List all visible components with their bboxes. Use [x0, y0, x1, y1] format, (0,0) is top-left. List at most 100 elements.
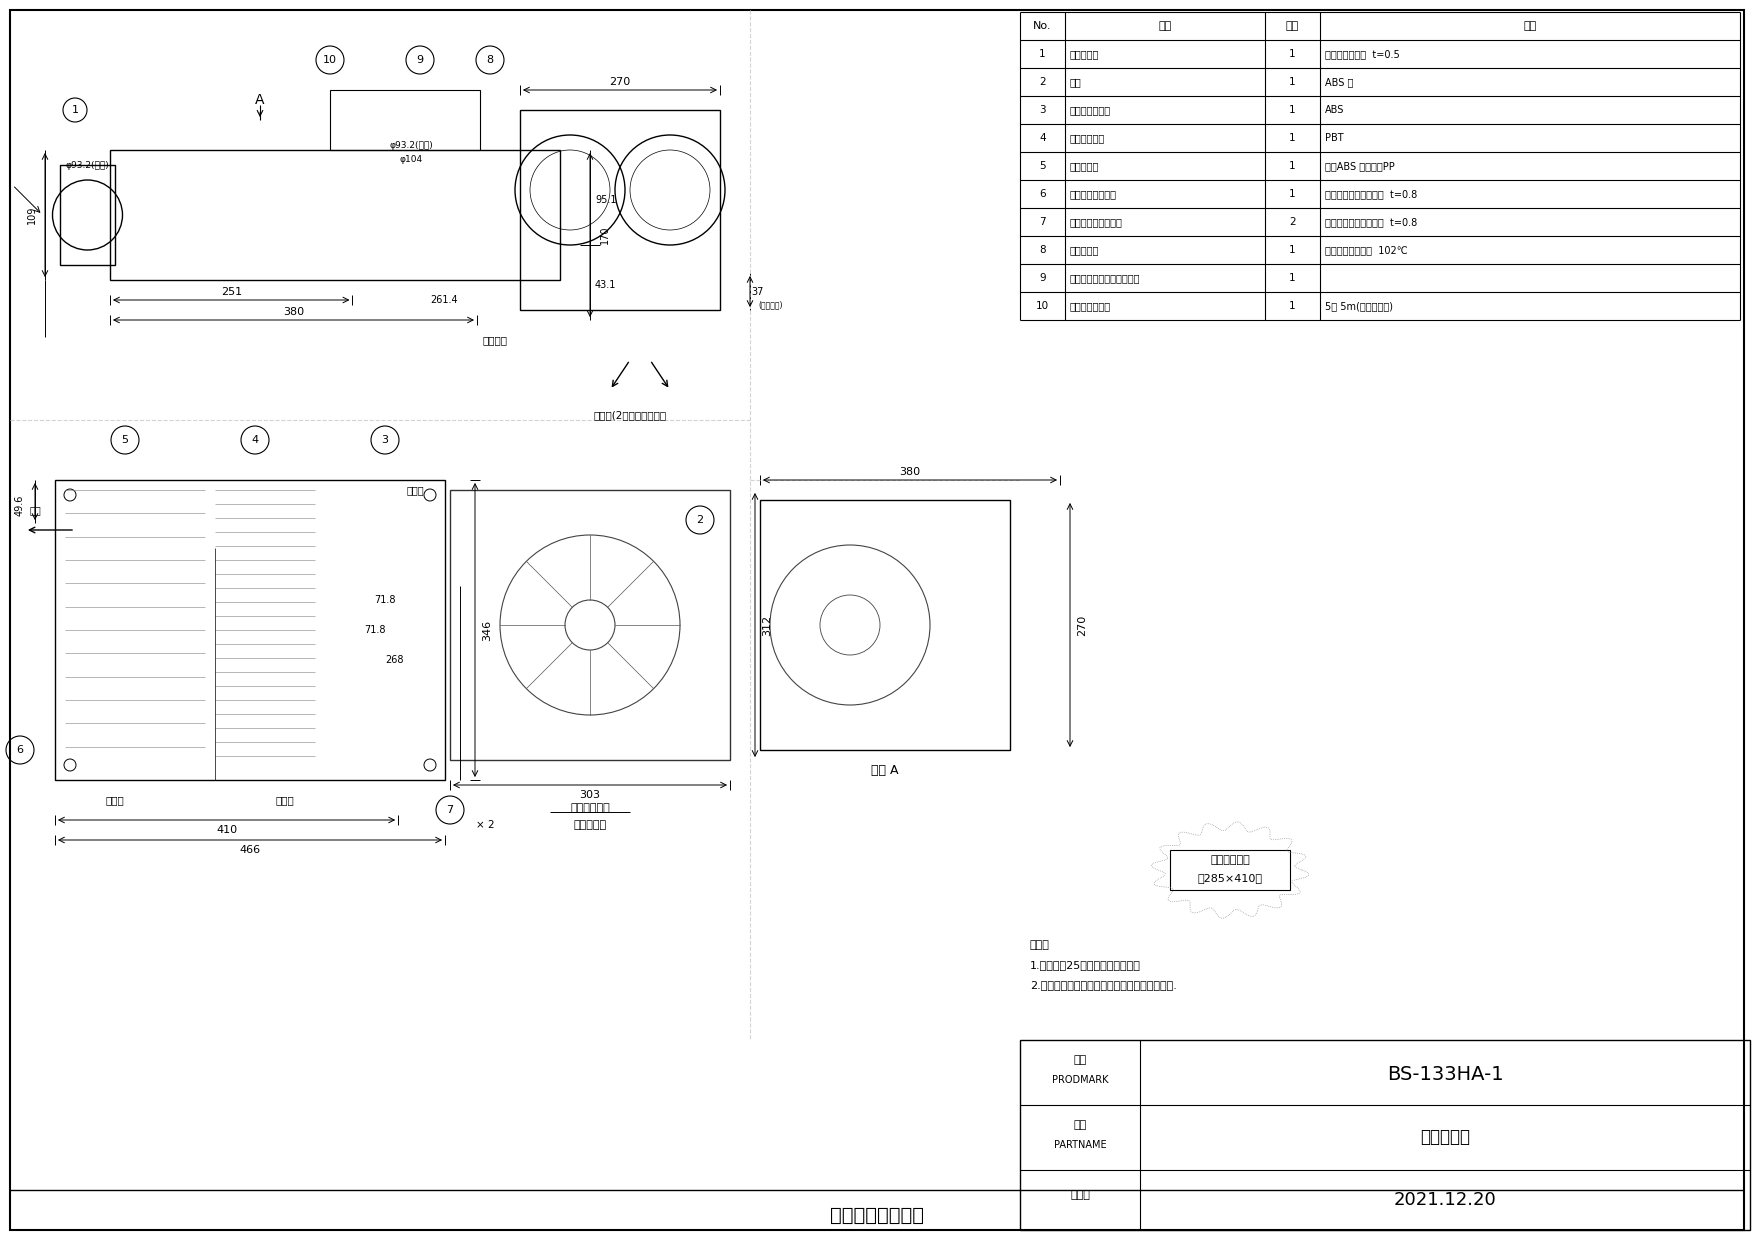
Text: 346: 346	[482, 620, 493, 641]
Text: リモコンコード: リモコンコード	[1070, 301, 1110, 311]
Text: 8: 8	[1038, 246, 1045, 255]
Text: 不燃カバー: 不燃カバー	[1070, 50, 1100, 60]
Text: 4: 4	[1038, 133, 1045, 143]
Text: 380: 380	[900, 467, 921, 477]
Text: 251: 251	[221, 286, 242, 298]
Text: 亜邉メッキ銃板  t=0.5: 亜邉メッキ銃板 t=0.5	[1324, 50, 1400, 60]
Text: 名称: 名称	[1073, 1120, 1087, 1130]
Text: 261.4: 261.4	[430, 295, 458, 305]
Text: 耐食性亜邉メッキ銃板  t=0.8: 耐食性亜邉メッキ銃板 t=0.8	[1324, 217, 1417, 227]
Bar	[519, 110, 719, 310]
Text: 95.1: 95.1	[595, 195, 616, 205]
Text: 6: 6	[16, 745, 23, 755]
Text: 43.1: 43.1	[595, 280, 616, 290]
Bar	[451, 490, 730, 760]
Text: 2021.12.20: 2021.12.20	[1394, 1190, 1496, 1209]
Text: 170: 170	[600, 226, 610, 244]
Text: A: A	[256, 93, 265, 107]
Text: 410: 410	[216, 825, 237, 835]
Text: 副吸込: 副吸込	[407, 485, 424, 495]
Text: 10: 10	[1037, 301, 1049, 311]
Text: 303: 303	[579, 790, 600, 800]
Text: 2: 2	[1289, 217, 1296, 227]
Text: 副吸込口: 副吸込口	[482, 335, 507, 345]
Bar	[759, 500, 1010, 750]
Text: φ93.2(先端): φ93.2(先端)	[389, 140, 433, 150]
Text: 材質: 材質	[1524, 21, 1537, 31]
Text: 4: 4	[251, 435, 258, 445]
Text: 312: 312	[761, 615, 772, 636]
Text: 1: 1	[72, 105, 79, 115]
Text: 71.8: 71.8	[374, 595, 396, 605]
Text: 循環風(2方向選択可能）: 循環風(2方向選択可能）	[593, 410, 667, 420]
Text: PBT: PBT	[1324, 133, 1344, 143]
Text: 3: 3	[1038, 105, 1045, 115]
Text: 注記）: 注記）	[1030, 940, 1051, 950]
Text: 49.6: 49.6	[16, 495, 25, 516]
Text: 268: 268	[386, 655, 403, 665]
Text: トイレスイッチ入力端子台: トイレスイッチ入力端子台	[1070, 273, 1140, 283]
Bar	[1021, 1040, 1750, 1230]
Text: No.: No.	[1033, 21, 1052, 31]
Bar	[111, 150, 560, 280]
Text: 1: 1	[1289, 188, 1296, 198]
Bar	[1170, 849, 1289, 890]
Text: 466: 466	[240, 844, 261, 856]
Text: マックス株式会社: マックス株式会社	[830, 1205, 924, 1225]
Text: フィルター: フィルター	[1070, 161, 1100, 171]
Text: 71.8: 71.8	[365, 625, 386, 635]
Text: 5: 5	[121, 435, 128, 445]
Text: (パネル厚): (パネル厚)	[758, 300, 782, 310]
Text: 排気ダクト接続口: 排気ダクト接続口	[1070, 188, 1117, 198]
Text: 作成日: 作成日	[1070, 1190, 1089, 1200]
Text: 2: 2	[696, 515, 703, 525]
Text: 1: 1	[1289, 105, 1296, 115]
Text: 1.天井板厔25以下（補強材含む）: 1.天井板厔25以下（補強材含む）	[1030, 960, 1140, 970]
Text: 排気: 排気	[30, 505, 40, 515]
Text: 1: 1	[1289, 133, 1296, 143]
Text: 2.図中の単位無き寸法はミリメートルとします.: 2.図中の単位無き寸法はミリメートルとします.	[1030, 980, 1177, 990]
Text: 7: 7	[447, 805, 454, 815]
Text: 6: 6	[1038, 188, 1045, 198]
Text: 8: 8	[486, 55, 493, 64]
Text: 9: 9	[416, 55, 423, 64]
Bar	[54, 480, 446, 780]
Text: 5: 5	[1038, 161, 1045, 171]
Text: PRODMARK: PRODMARK	[1052, 1075, 1109, 1085]
Text: 270: 270	[1077, 614, 1087, 636]
Text: 1: 1	[1289, 246, 1296, 255]
Text: 2: 2	[1038, 77, 1045, 87]
Text: ABS: ABS	[1324, 105, 1344, 115]
Text: 9: 9	[1038, 273, 1045, 283]
Text: 5こ 5m(シールド付): 5こ 5m(シールド付)	[1324, 301, 1393, 311]
Text: 枚：ABS ネット：PP: 枚：ABS ネット：PP	[1324, 161, 1394, 171]
Text: 7: 7	[1038, 217, 1045, 227]
Text: 名称: 名称	[1158, 21, 1172, 31]
Text: 10: 10	[323, 55, 337, 64]
Text: φ93.2(先端): φ93.2(先端)	[65, 160, 109, 170]
Text: 1: 1	[1289, 50, 1296, 60]
Text: 1: 1	[1289, 77, 1296, 87]
Text: φ104: φ104	[400, 155, 423, 165]
Text: 副吸込ダクト接続口: 副吸込ダクト接続口	[1070, 217, 1123, 227]
Text: 矢視 A: 矢視 A	[872, 764, 898, 776]
Text: （補強材）: （補強材）	[574, 820, 607, 830]
Text: × 2: × 2	[475, 820, 495, 830]
Text: 1: 1	[1289, 301, 1296, 311]
Text: BS-133HA-1: BS-133HA-1	[1387, 1065, 1503, 1085]
Text: 1: 1	[1289, 161, 1296, 171]
Bar	[330, 91, 481, 150]
Text: 109: 109	[26, 206, 37, 224]
Text: フロントパネル: フロントパネル	[1070, 105, 1110, 115]
Text: 温度ヒューズ内蔵  102℃: 温度ヒューズ内蔵 102℃	[1324, 246, 1408, 255]
Text: 本体: 本体	[1070, 77, 1082, 87]
Text: 37: 37	[752, 286, 765, 298]
Text: 吹出ログリル: 吹出ログリル	[1070, 133, 1105, 143]
Text: 3: 3	[382, 435, 388, 445]
Text: ABS 他: ABS 他	[1324, 77, 1354, 87]
Text: 取付穴寸法図: 取付穴寸法図	[570, 804, 610, 813]
Text: （285×410）: （285×410）	[1198, 873, 1263, 883]
Text: 380: 380	[282, 308, 303, 317]
Text: 型式: 型式	[1073, 1055, 1087, 1065]
Text: 1: 1	[1289, 273, 1296, 283]
